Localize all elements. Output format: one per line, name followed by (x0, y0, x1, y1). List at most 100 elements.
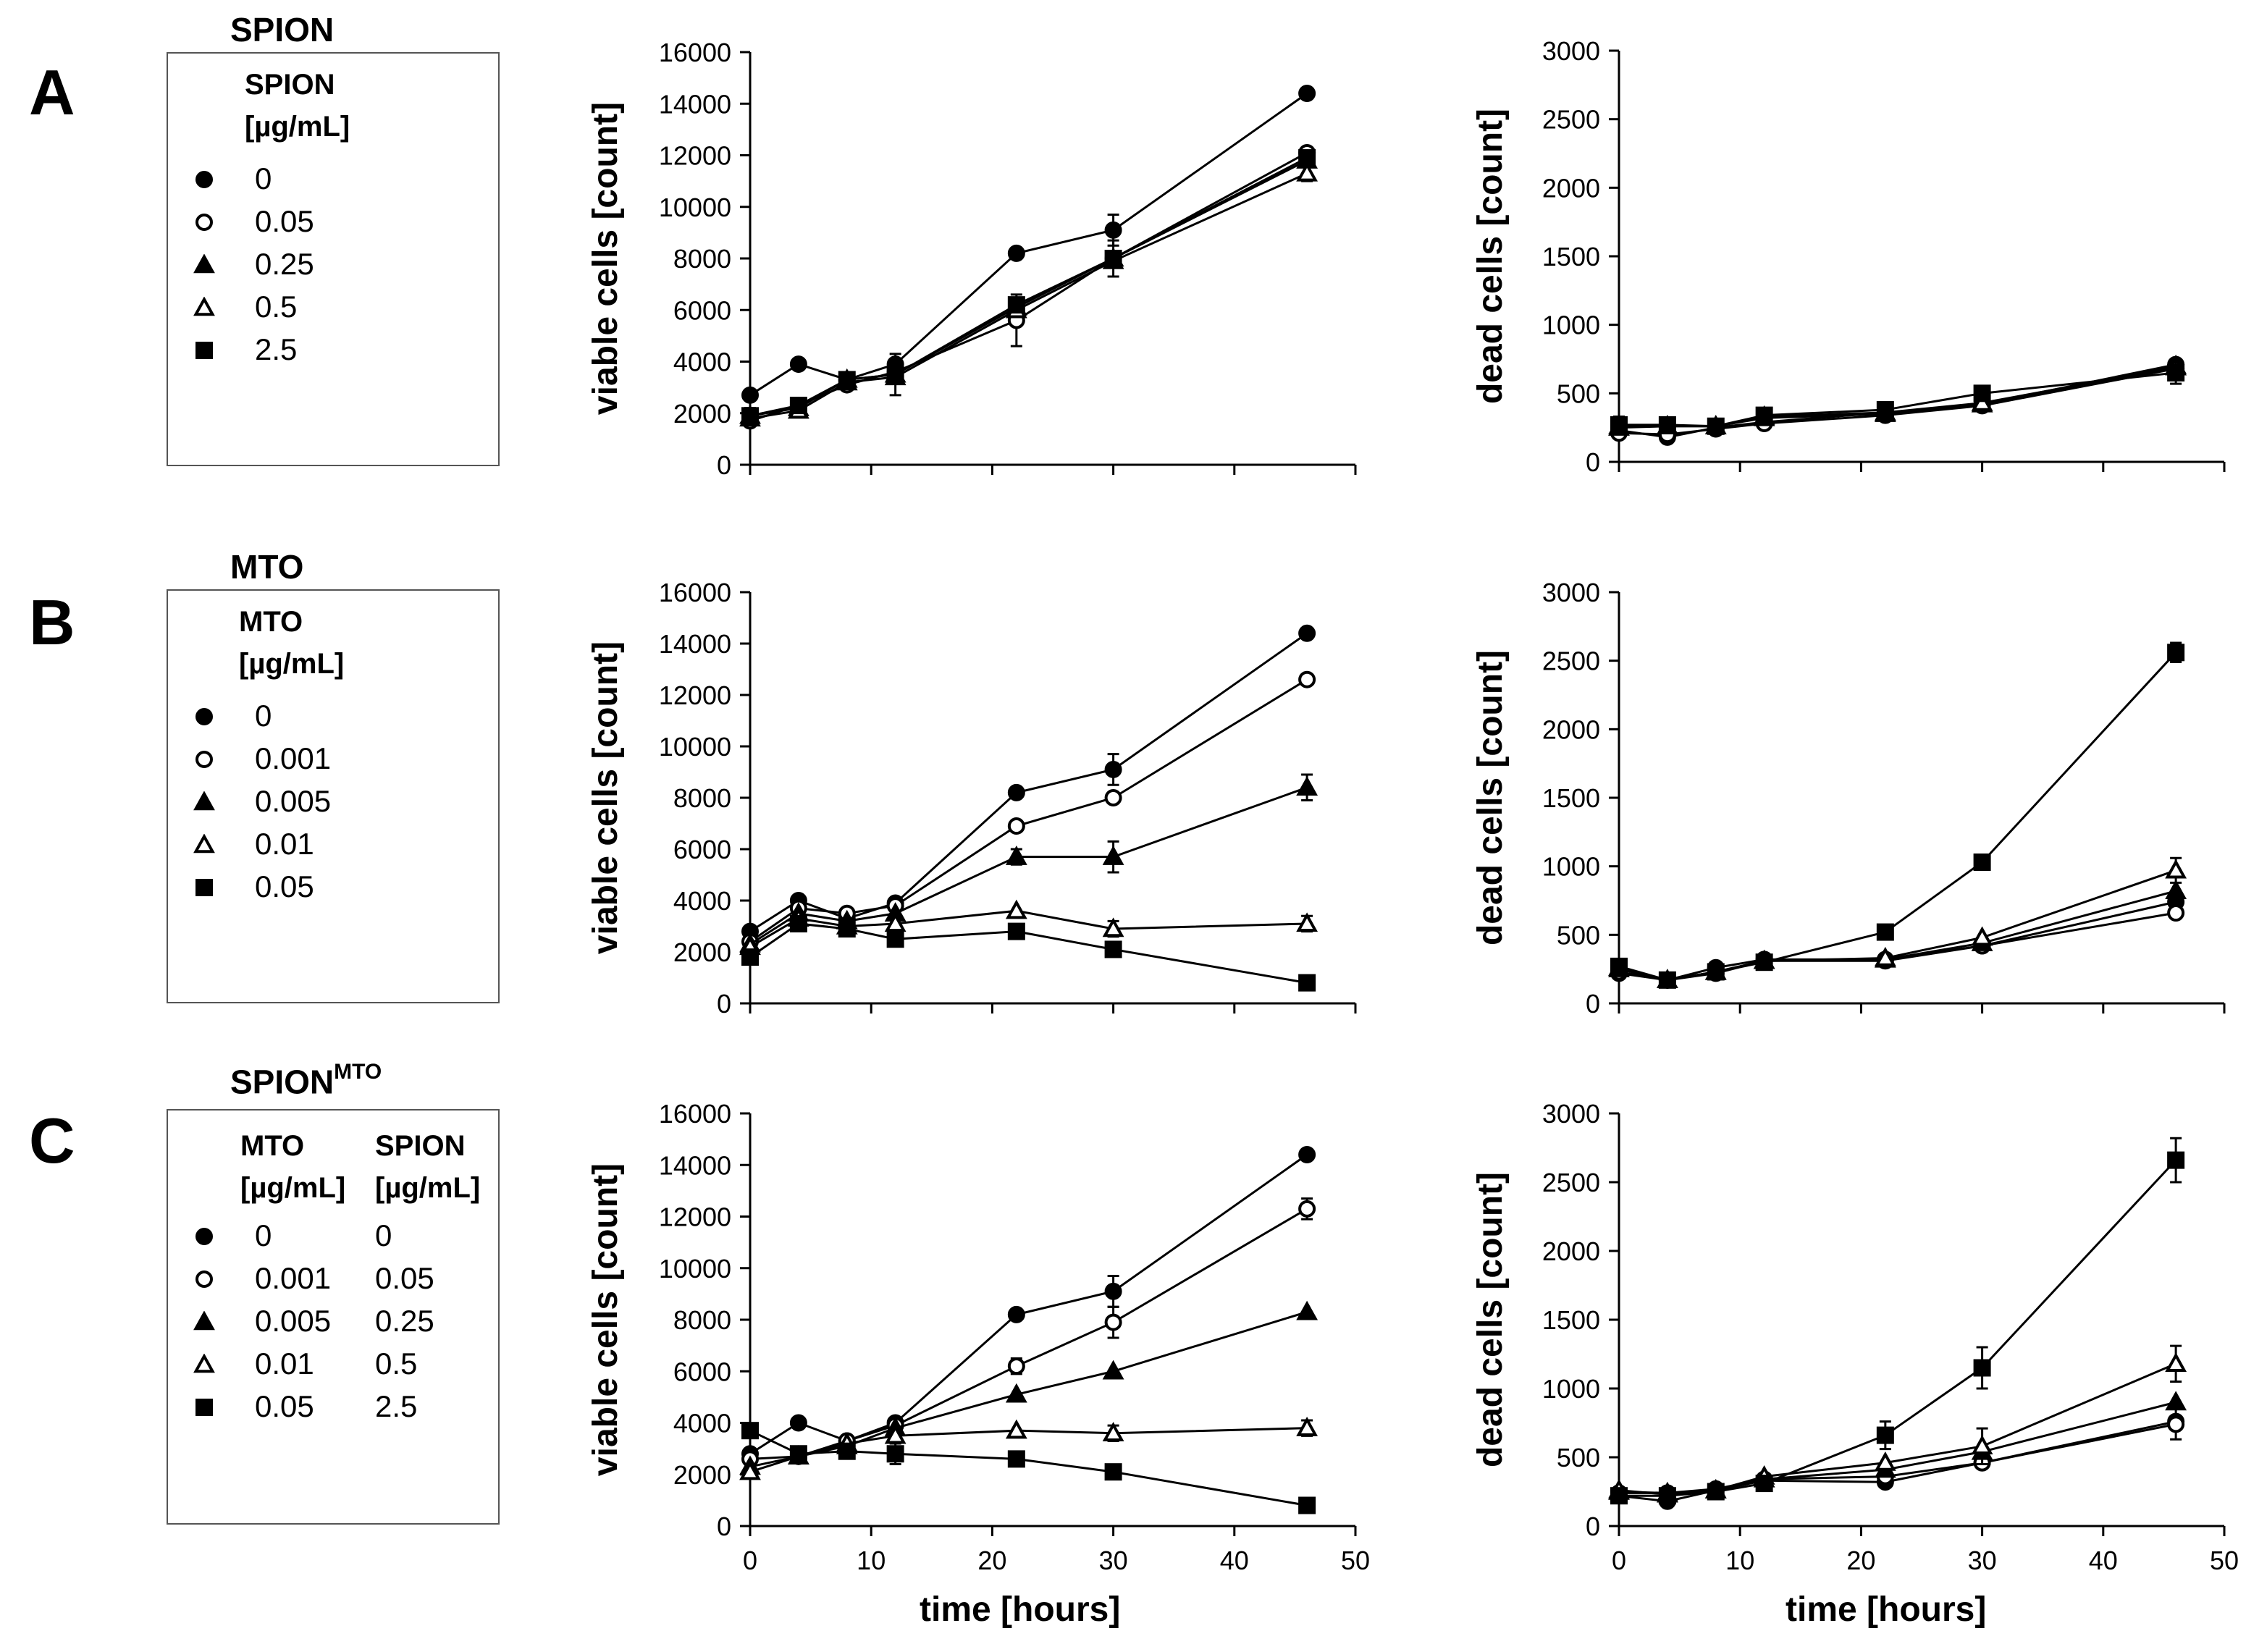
data-point (1104, 250, 1122, 267)
y-tick-label: 2500 (1542, 1168, 1600, 1197)
legend-label: 0 (255, 161, 272, 195)
chart-b-dead: 0 500 1000 1500 2000 2500 3000 dead cells [coun… (1471, 578, 2226, 1019)
x-tick-label: 20 (977, 1546, 1006, 1575)
y-axis-title: viable cells [count] (586, 641, 625, 954)
chart-a-viable: 0 2000 4000 6000 8000 10000 12000 14000 16000 via… (586, 38, 1357, 480)
y-tick-label: 0 (717, 989, 731, 1019)
filled-triangle-icon (193, 791, 215, 813)
y-tick-label: 12000 (659, 141, 731, 171)
legend-header: MTO [µg/mL] (240, 1130, 346, 1204)
y-axis-title: dead cells [count] (1471, 109, 1510, 404)
legend-label: 0.001 (255, 741, 332, 775)
data-point (2165, 1391, 2187, 1411)
x-tick-label: 10 (857, 1546, 886, 1575)
y-tick-label: 2000 (1542, 173, 1600, 203)
data-point (1296, 1417, 1318, 1436)
data-point (2167, 904, 2185, 922)
series-filled-square (1610, 361, 2185, 435)
y-tick-label: 14000 (659, 629, 731, 659)
series-line (1618, 652, 2177, 982)
y-tick-label: 1000 (1542, 311, 1600, 340)
y-axis-title: dead cells [count] (1471, 650, 1510, 945)
legend-title-c: SPIONMTO (230, 1060, 382, 1101)
data-point (1104, 940, 1122, 958)
data-point (1298, 670, 1316, 688)
legend-label: 0.001 (255, 1261, 332, 1295)
y-tick-label: 500 (1557, 379, 1600, 408)
data-point (1973, 1359, 1991, 1377)
filled-circle-icon (193, 1226, 215, 1247)
x-tick-label: 30 (1099, 1546, 1128, 1575)
series-open-triangle (1608, 1344, 2187, 1503)
legend-label: 0.005 (255, 784, 332, 818)
series-line (749, 151, 1308, 422)
series-line (749, 1153, 1308, 1455)
data-point (1971, 926, 1993, 946)
data-point (1876, 401, 1894, 419)
data-point (1104, 221, 1122, 239)
data-point (1876, 923, 1894, 941)
series-filled-square (1610, 641, 2185, 989)
y-tick-label: 12000 (659, 680, 731, 710)
data-point (1973, 853, 1991, 871)
data-point (1007, 1305, 1025, 1323)
series-line (749, 1310, 1308, 1468)
data-point (1971, 1435, 1993, 1454)
data-point (1104, 1282, 1122, 1300)
legend-label: 0.5 (255, 290, 298, 324)
x-axis-title-left: time [hours] (920, 1590, 1121, 1629)
series-line (1618, 367, 2176, 436)
data-point (1874, 1451, 1896, 1471)
data-point (1298, 624, 1316, 642)
series-filled-triangle (739, 149, 1318, 424)
y-tick-label: 0 (1586, 1512, 1600, 1541)
y-tick-label: 10000 (659, 732, 731, 762)
y-tick-label: 6000 (673, 835, 731, 864)
data-point (789, 397, 807, 415)
data-point (789, 1414, 807, 1432)
series-filled-circle (741, 624, 1316, 940)
series-line (749, 786, 1308, 945)
filled-square-icon (193, 1396, 215, 1418)
legend-label: 0 (375, 1218, 392, 1252)
x-tick-label: 0 (743, 1546, 757, 1575)
y-tick-label: 3000 (1542, 36, 1600, 66)
filled-square-icon (193, 340, 215, 361)
data-point (886, 1445, 904, 1463)
data-point (838, 920, 856, 938)
data-point (1298, 85, 1316, 102)
data-point (1755, 406, 1773, 424)
data-point (1007, 783, 1025, 801)
data-point (1610, 416, 1628, 434)
panel-letter-a: A (29, 56, 75, 128)
y-tick-label: 16000 (659, 38, 731, 67)
series-open-triangle (739, 161, 1318, 427)
series-filled-square (741, 149, 1316, 425)
series-line (1619, 366, 2176, 428)
data-point (1104, 760, 1122, 778)
y-tick-label: 2000 (673, 399, 731, 429)
series-line (749, 678, 1308, 943)
data-point (1298, 1496, 1316, 1514)
open-circle-icon (193, 1268, 215, 1290)
data-point (1102, 917, 1124, 937)
filled-triangle-icon (193, 253, 215, 276)
x-tick-label: 10 (1725, 1546, 1754, 1575)
series-open-triangle (1608, 355, 2187, 434)
series-line (749, 909, 1308, 948)
data-point (2165, 859, 2187, 879)
legend-label: 0.01 (255, 1347, 314, 1381)
y-tick-label: 1500 (1542, 1305, 1600, 1335)
panel-letter-c: C (29, 1105, 75, 1176)
data-point (741, 407, 759, 425)
series-filled-circle (741, 85, 1316, 404)
x-tick-label: 50 (2210, 1546, 2239, 1575)
y-tick-label: 4000 (673, 347, 731, 377)
data-point (1296, 161, 1318, 182)
y-axis-title: dead cells [count] (1471, 1172, 1510, 1467)
chart-c-dead: 0 500 1000 1500 2000 2500 3000 0 10 20 30 40 50 dead … (1471, 1099, 2239, 1575)
data-point (1755, 953, 1773, 972)
data-point (741, 386, 759, 404)
series-open-circle (741, 143, 1316, 430)
x-axis-title-right: time [hours] (1786, 1590, 1987, 1629)
